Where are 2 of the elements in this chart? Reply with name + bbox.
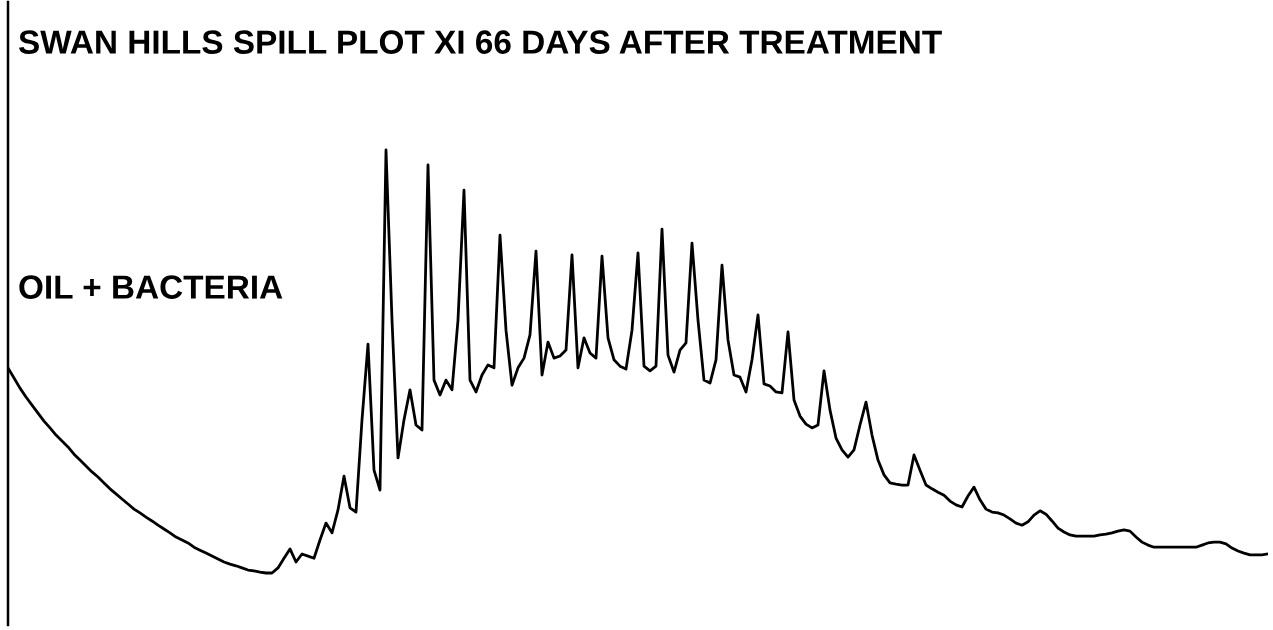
annotation: OIL + BACTERIA (19, 275, 283, 299)
chart-title: SWAN HILLS SPILL PLOT XI 66 DAYS AFTER TREATMENT (18, 30, 942, 54)
